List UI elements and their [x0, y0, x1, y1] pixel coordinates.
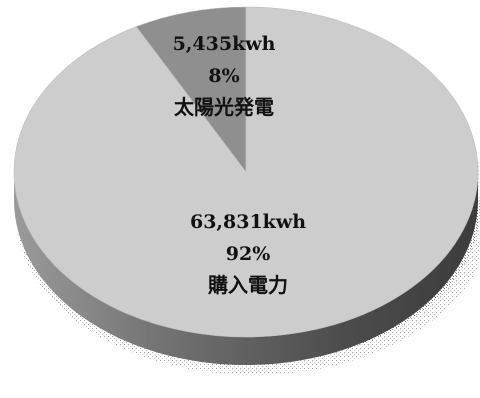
slice-value-label-1: 5,435kwh [173, 33, 276, 55]
pie-labels: 5,435kwh 8% 太陽光発電 63,831kwh 92% 購入電力 [173, 33, 307, 297]
pie-slices [13, 6, 479, 338]
slice-percent-label-2: 92% [226, 243, 271, 265]
slice-value-label-2: 63,831kwh [190, 211, 306, 233]
pie-side-wall [14, 172, 478, 365]
slice-name-label-2: 購入電力 [208, 273, 288, 297]
pie-side [14, 172, 478, 365]
pie-slice-1 [135, 6, 247, 173]
pie-slice-2 [13, 6, 479, 338]
slice-name-label-1: 太陽光発電 [174, 95, 274, 119]
slice-percent-label-1: 8% [208, 65, 239, 87]
